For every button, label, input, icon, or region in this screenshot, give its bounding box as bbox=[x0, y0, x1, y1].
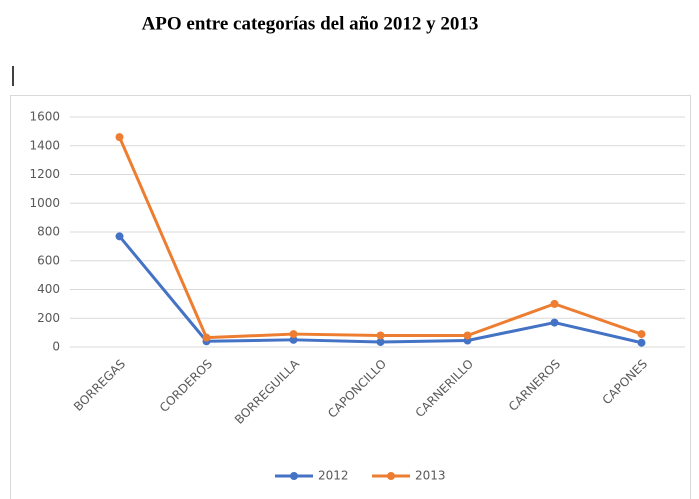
legend-swatch-dot bbox=[290, 472, 298, 480]
x-tick-label: CAPONES bbox=[600, 357, 651, 408]
x-tick-label: BORREGAS bbox=[71, 357, 128, 414]
point bbox=[115, 133, 124, 142]
point bbox=[202, 333, 211, 342]
chart-title: APO entre categorías del año 2012 y 2013 bbox=[142, 13, 479, 34]
legend-swatch-dot bbox=[387, 472, 395, 480]
y-tick-label: 800 bbox=[37, 225, 60, 239]
series-line bbox=[118, 136, 642, 340]
y-tick-label: 400 bbox=[37, 282, 60, 296]
point bbox=[637, 330, 646, 339]
point bbox=[550, 299, 559, 308]
y-tick-label: 1200 bbox=[29, 167, 60, 181]
y-tick-label: 200 bbox=[37, 311, 60, 325]
x-tick-label: CORDEROS bbox=[157, 357, 215, 415]
legend-label: 2012 bbox=[318, 469, 349, 483]
point bbox=[376, 337, 385, 346]
point bbox=[550, 318, 559, 327]
point bbox=[637, 338, 646, 347]
point bbox=[463, 331, 472, 340]
y-tick-label: 1400 bbox=[29, 138, 60, 152]
y-tick-label: 1600 bbox=[29, 110, 60, 124]
point bbox=[115, 232, 124, 241]
point bbox=[289, 335, 298, 344]
x-tick-label: BORREGUILLA bbox=[232, 356, 303, 427]
point bbox=[289, 330, 298, 339]
y-tick-label: 1000 bbox=[29, 196, 60, 210]
chart-frame bbox=[10, 95, 691, 499]
x-tick-label: CARNEROS bbox=[506, 357, 563, 414]
point bbox=[376, 331, 385, 340]
legend-label: 2013 bbox=[415, 469, 446, 483]
x-tick-label: CARNERILLO bbox=[413, 357, 476, 420]
x-tick-label: CAPONCILLO bbox=[325, 357, 389, 421]
y-tick-label: 600 bbox=[37, 253, 60, 267]
y-tick-label: 0 bbox=[52, 340, 60, 354]
